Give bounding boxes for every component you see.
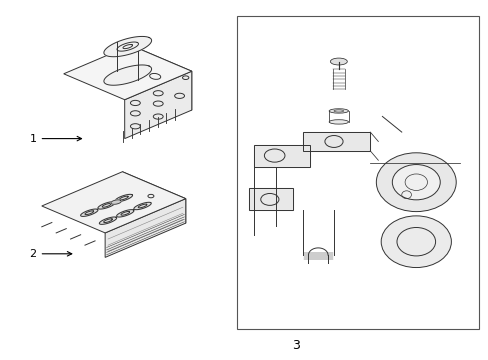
Circle shape [376, 153, 455, 212]
Polygon shape [111, 200, 121, 204]
Polygon shape [254, 145, 309, 167]
Polygon shape [124, 71, 191, 139]
Text: 3: 3 [291, 339, 299, 352]
Polygon shape [116, 210, 134, 217]
Polygon shape [63, 45, 191, 100]
Polygon shape [98, 202, 115, 209]
Ellipse shape [328, 109, 348, 113]
Polygon shape [249, 188, 292, 210]
Circle shape [391, 165, 439, 200]
Polygon shape [105, 199, 185, 257]
Polygon shape [103, 36, 151, 57]
Circle shape [381, 216, 450, 267]
Polygon shape [99, 217, 117, 224]
Polygon shape [41, 172, 185, 233]
Text: 2: 2 [29, 249, 72, 259]
Polygon shape [130, 45, 191, 110]
Polygon shape [134, 202, 151, 210]
Polygon shape [81, 209, 98, 216]
Ellipse shape [328, 120, 348, 124]
Polygon shape [122, 172, 185, 223]
Polygon shape [115, 194, 132, 202]
Text: 1: 1 [30, 134, 81, 144]
Polygon shape [302, 132, 369, 151]
Polygon shape [103, 65, 151, 85]
Ellipse shape [330, 58, 346, 65]
Bar [237, 16, 478, 329]
